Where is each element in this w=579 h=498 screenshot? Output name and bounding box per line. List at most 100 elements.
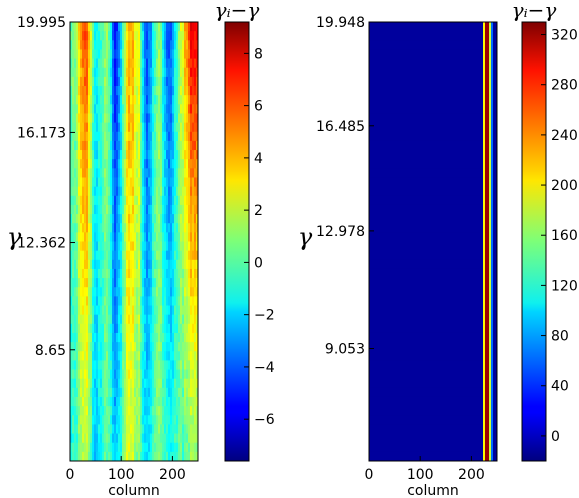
left-heatmap-cell [196,305,198,316]
left-heatmap-cell [164,232,167,242]
left-heatmap-cell [188,332,191,343]
left-heatmap-cell [168,95,171,105]
right-heatmap-cell [401,278,404,288]
right-heatmap-cell [395,122,398,133]
right-heatmap-cell [401,342,404,352]
left-heatmap-cell [100,278,103,288]
left-heatmap-cell [76,296,79,306]
left-heatmap-cell [122,296,125,306]
left-heatmap-cell [182,204,185,215]
left-x-tick-label: 0 [66,467,75,483]
left-heatmap-cell [122,223,125,233]
left-heatmap-cell [98,387,101,398]
right-heatmap-cell [369,131,372,142]
right-heatmap-cell [379,250,382,261]
right-heatmap-cell [395,204,398,215]
left-heatmap-cell [156,250,159,261]
left-heatmap-cell [136,223,139,233]
left-heatmap-cell [90,250,93,261]
right-heatmap-cell [425,406,428,416]
right-heatmap-cell [387,195,390,206]
left-heatmap-cell [160,58,163,69]
right-heatmap-cell [419,113,422,124]
left-heatmap-cell [180,86,183,96]
left-heatmap-cell [170,342,173,352]
right-heatmap-cell [419,104,422,114]
right-heatmap-cell [427,305,430,316]
left-heatmap-cell [118,387,121,398]
right-heatmap-cell [389,168,392,178]
left-heatmap-cell [142,49,145,59]
right-heatmap-cell [389,268,392,279]
right-heatmap-cell [387,342,390,352]
right-heatmap-cell [381,40,384,50]
right-heatmap-cell [383,396,386,407]
right-heatmap-cell [417,296,420,306]
right-heatmap-cell [425,241,428,252]
left-heatmap-cell [176,378,179,389]
left-heatmap-cell [156,58,159,69]
left-heatmap-cell [166,296,169,306]
right-heatmap-cell [421,22,424,32]
left-heatmap-cell [98,369,101,380]
left-heatmap-cell [146,232,149,242]
left-heatmap-cell [88,195,91,206]
right-heatmap-cell [443,360,446,370]
left-heatmap-cell [98,195,101,206]
right-heatmap-cell [395,323,398,334]
left-heatmap-cell [70,22,73,32]
right-heatmap-cell [431,204,434,215]
right-heatmap-cell [377,49,380,59]
left-heatmap-cell [178,415,181,425]
left-heatmap-cell [172,415,175,425]
left-heatmap-cell [140,396,143,407]
right-heatmap-cell [403,305,406,316]
left-heatmap-cell [134,433,137,444]
right-heatmap-cell [377,76,380,87]
right-heatmap-cell [439,204,442,215]
right-heatmap-cell [369,241,372,252]
right-heatmap-cell [445,287,448,297]
left-heatmap-cell [104,332,107,343]
left-heatmap-cell [136,305,139,316]
left-heatmap-cell [146,296,149,306]
left-heatmap-cell [78,442,81,453]
right-heatmap-cell [395,159,398,169]
right-heatmap-cell [415,278,418,288]
left-heatmap-cell [150,287,153,297]
left-heatmap-cell [154,296,157,306]
left-heatmap-cell [162,250,165,261]
right-heatmap-cell [445,150,448,160]
right-heatmap-cell [423,332,426,343]
right-heatmap-cell [413,369,416,380]
left-heatmap-cell [184,250,187,261]
left-heatmap-cell [74,442,77,453]
left-heatmap-cell [122,22,125,32]
left-heatmap-cell [190,214,193,224]
left-heatmap-cell [74,415,77,425]
right-heatmap-cell [399,40,402,50]
right-heatmap-cell [411,22,414,32]
right-heatmap-cell [429,433,432,444]
right-heatmap-cell [395,351,398,361]
right-heatmap-cell [423,314,426,325]
left-heatmap-cell [148,86,151,96]
left-heatmap-cell [88,177,91,188]
right-heatmap-cell [371,433,374,444]
left-heatmap-cell [122,186,125,197]
right-heatmap-cell [433,378,436,389]
left-heatmap-cell [188,168,191,178]
left-heatmap-cell [180,369,183,380]
left-heatmap-cell [188,250,191,261]
right-heatmap-cell [371,259,374,270]
left-heatmap-cell [154,332,157,343]
right-heatmap-cell [377,223,380,233]
left-heatmap-cell [108,314,111,325]
right-heatmap-cell [369,204,372,215]
left-heatmap-cell [114,40,117,50]
right-heatmap-cell [383,40,386,50]
left-heatmap-cell [184,314,187,325]
left-heatmap-cell [92,415,95,425]
left-heatmap-cell [110,351,113,361]
left-heatmap-cell [140,159,143,169]
